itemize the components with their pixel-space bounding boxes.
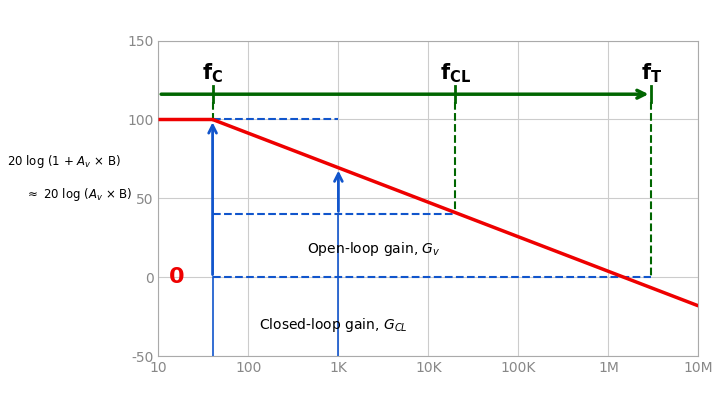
Text: Closed-loop gain, $G_{CL}$: Closed-loop gain, $G_{CL}$ <box>258 316 408 334</box>
Text: $\approx$ 20 log ($A_v$ × B): $\approx$ 20 log ($A_v$ × B) <box>25 186 132 203</box>
Text: $\mathbf{f_T}$: $\mathbf{f_T}$ <box>641 61 662 85</box>
Text: 0: 0 <box>168 267 184 288</box>
Text: 20 log (1 + $A_v$ × B): 20 log (1 + $A_v$ × B) <box>7 153 121 171</box>
Text: $\mathbf{f_C}$: $\mathbf{f_C}$ <box>202 61 223 85</box>
Text: Open-loop gain, $G_v$: Open-loop gain, $G_v$ <box>307 240 441 258</box>
Text: $\mathbf{f_{CL}}$: $\mathbf{f_{CL}}$ <box>440 61 471 85</box>
